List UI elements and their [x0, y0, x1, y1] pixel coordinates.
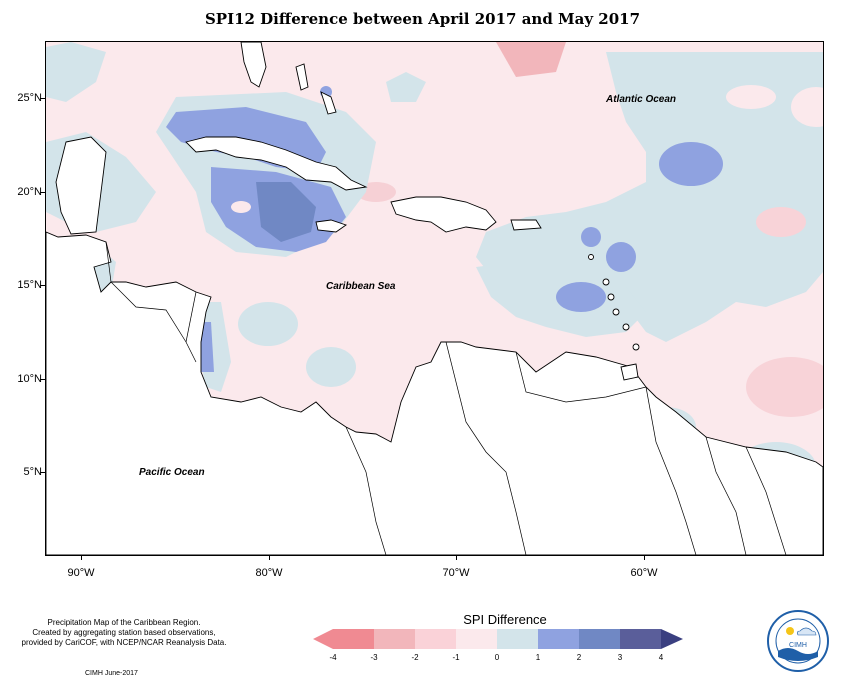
- lon-label: 60°W: [630, 567, 658, 579]
- colorbar-swatch: [620, 629, 661, 649]
- blue-region: [238, 302, 298, 346]
- pink-patch: [231, 201, 251, 213]
- blue-region: [386, 72, 426, 102]
- lon-tick: [456, 555, 457, 560]
- lon-label: 80°W: [255, 567, 283, 579]
- lat-label: 15°N: [17, 279, 42, 291]
- atlantic-ocean-label: Atlantic Ocean: [606, 94, 677, 105]
- legend-title: SPI Difference: [463, 612, 547, 627]
- lat-tick: [40, 192, 45, 193]
- map-area: [45, 41, 824, 556]
- cimh-logo: CIMH: [767, 610, 829, 672]
- colorbar-label: -1: [452, 653, 460, 662]
- colorbar-label: -2: [411, 653, 419, 662]
- pink-patch: [746, 357, 823, 417]
- svg-text:CIMH: CIMH: [789, 642, 807, 649]
- lat-tick: [40, 98, 45, 99]
- mid-blue-region: [556, 282, 606, 312]
- map-notes: Precipitation Map of the Caribbean Regio…: [14, 618, 234, 648]
- colorbar-swatch: [374, 629, 415, 649]
- borders: [105, 241, 787, 555]
- blue-region: [306, 347, 356, 387]
- colorbar-swatch: [415, 629, 456, 649]
- note-line: provided by CariCOF, with NCEP/NCAR Rean…: [21, 638, 227, 647]
- colorbar-label: 1: [535, 653, 541, 662]
- mid-blue-region: [606, 242, 636, 272]
- lat-label: 20°N: [17, 186, 42, 198]
- mid-blue-region: [581, 227, 601, 247]
- lon-tick: [81, 555, 82, 560]
- mid-blue-region: [659, 142, 723, 186]
- credit-text: CIMH June-2017: [85, 670, 138, 677]
- colorbar-arrow-right: [661, 629, 683, 649]
- lat-tick: [40, 285, 45, 286]
- dark-blue-region: [256, 182, 316, 242]
- lon-tick: [644, 555, 645, 560]
- pacific-ocean-label: Pacific Ocean: [139, 467, 205, 478]
- colorbar-swatch: [497, 629, 538, 649]
- colorbar-label: 3: [617, 653, 623, 662]
- lat-tick: [40, 379, 45, 380]
- lat-label: 25°N: [17, 92, 42, 104]
- colorbar-label: -4: [329, 653, 337, 662]
- map-title: SPI12 Difference between April 2017 and …: [204, 10, 641, 28]
- colorbar-label: 0: [494, 653, 500, 662]
- colorbar-arrow-left: [313, 629, 333, 649]
- spi-field: [46, 42, 823, 555]
- colorbar-label: -3: [370, 653, 378, 662]
- colorbar-label: 4: [658, 653, 664, 662]
- lon-label: 90°W: [67, 567, 95, 579]
- colorbar: [313, 629, 683, 649]
- lat-label: 10°N: [17, 373, 42, 385]
- blue-region: [46, 42, 106, 102]
- colorbar-label: 2: [576, 653, 582, 662]
- pink-patch: [791, 87, 823, 127]
- pink-patch: [726, 85, 776, 109]
- lat-tick: [40, 472, 45, 473]
- colorbar-swatch: [538, 629, 579, 649]
- land: [46, 42, 823, 555]
- pink-patch: [496, 42, 566, 77]
- colorbar-swatch: [333, 629, 374, 649]
- lon-label: 70°W: [442, 567, 470, 579]
- note-line: Precipitation Map of the Caribbean Regio…: [47, 618, 201, 627]
- caribbean-sea-label: Caribbean Sea: [326, 281, 396, 292]
- lon-tick: [269, 555, 270, 560]
- pink-patch: [756, 207, 806, 237]
- lat-label: 5°N: [23, 466, 42, 478]
- colorbar-swatch: [456, 629, 497, 649]
- colorbar-swatch: [579, 629, 620, 649]
- note-line: Created by aggregating station based obs…: [32, 628, 216, 637]
